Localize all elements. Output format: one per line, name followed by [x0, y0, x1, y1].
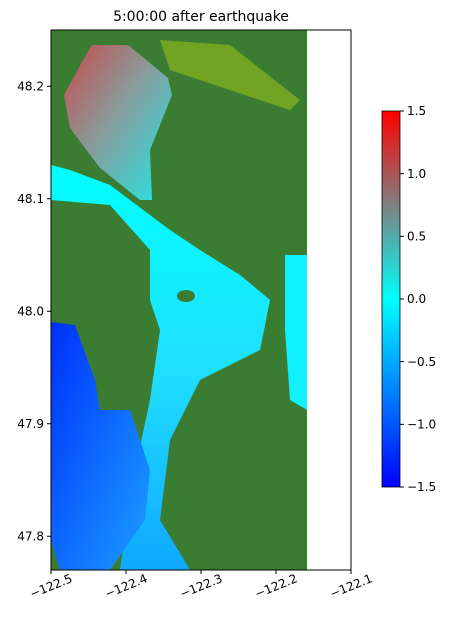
x-tick-label: −122.4: [103, 571, 149, 601]
colorbar-tick-label: −1.0: [407, 418, 436, 432]
x-tick-label: −122.1: [328, 571, 374, 601]
y-tick-label: 48.0: [17, 304, 44, 318]
colorbar-tick-label: 1.0: [407, 167, 426, 181]
map: [51, 30, 307, 570]
island: [177, 290, 195, 302]
y-tick-label: 47.8: [17, 529, 44, 543]
colorbar-tick-label: 0.0: [407, 292, 426, 306]
chart-title: 5:00:00 after earthquake: [113, 9, 289, 25]
water: [51, 165, 270, 570]
colorbar: [381, 110, 401, 488]
water: [285, 255, 307, 410]
y-tick-label: 47.9: [17, 417, 44, 431]
water: [51, 322, 150, 570]
x-tick-label: −122.5: [28, 571, 74, 601]
y-tick-label: 48.1: [17, 192, 44, 206]
x-tick-label: −122.2: [253, 571, 299, 601]
y-tick-label: 48.2: [17, 79, 44, 93]
colorbar-tick-label: −0.5: [407, 355, 436, 369]
water: [64, 45, 172, 200]
x-tick-label: −122.3: [178, 571, 224, 601]
colorbar-tick-label: 1.5: [407, 104, 426, 118]
colorbar-tick-label: 0.5: [407, 230, 426, 244]
shoreline: [160, 40, 300, 110]
colorbar-tick-label: −1.5: [407, 480, 436, 494]
